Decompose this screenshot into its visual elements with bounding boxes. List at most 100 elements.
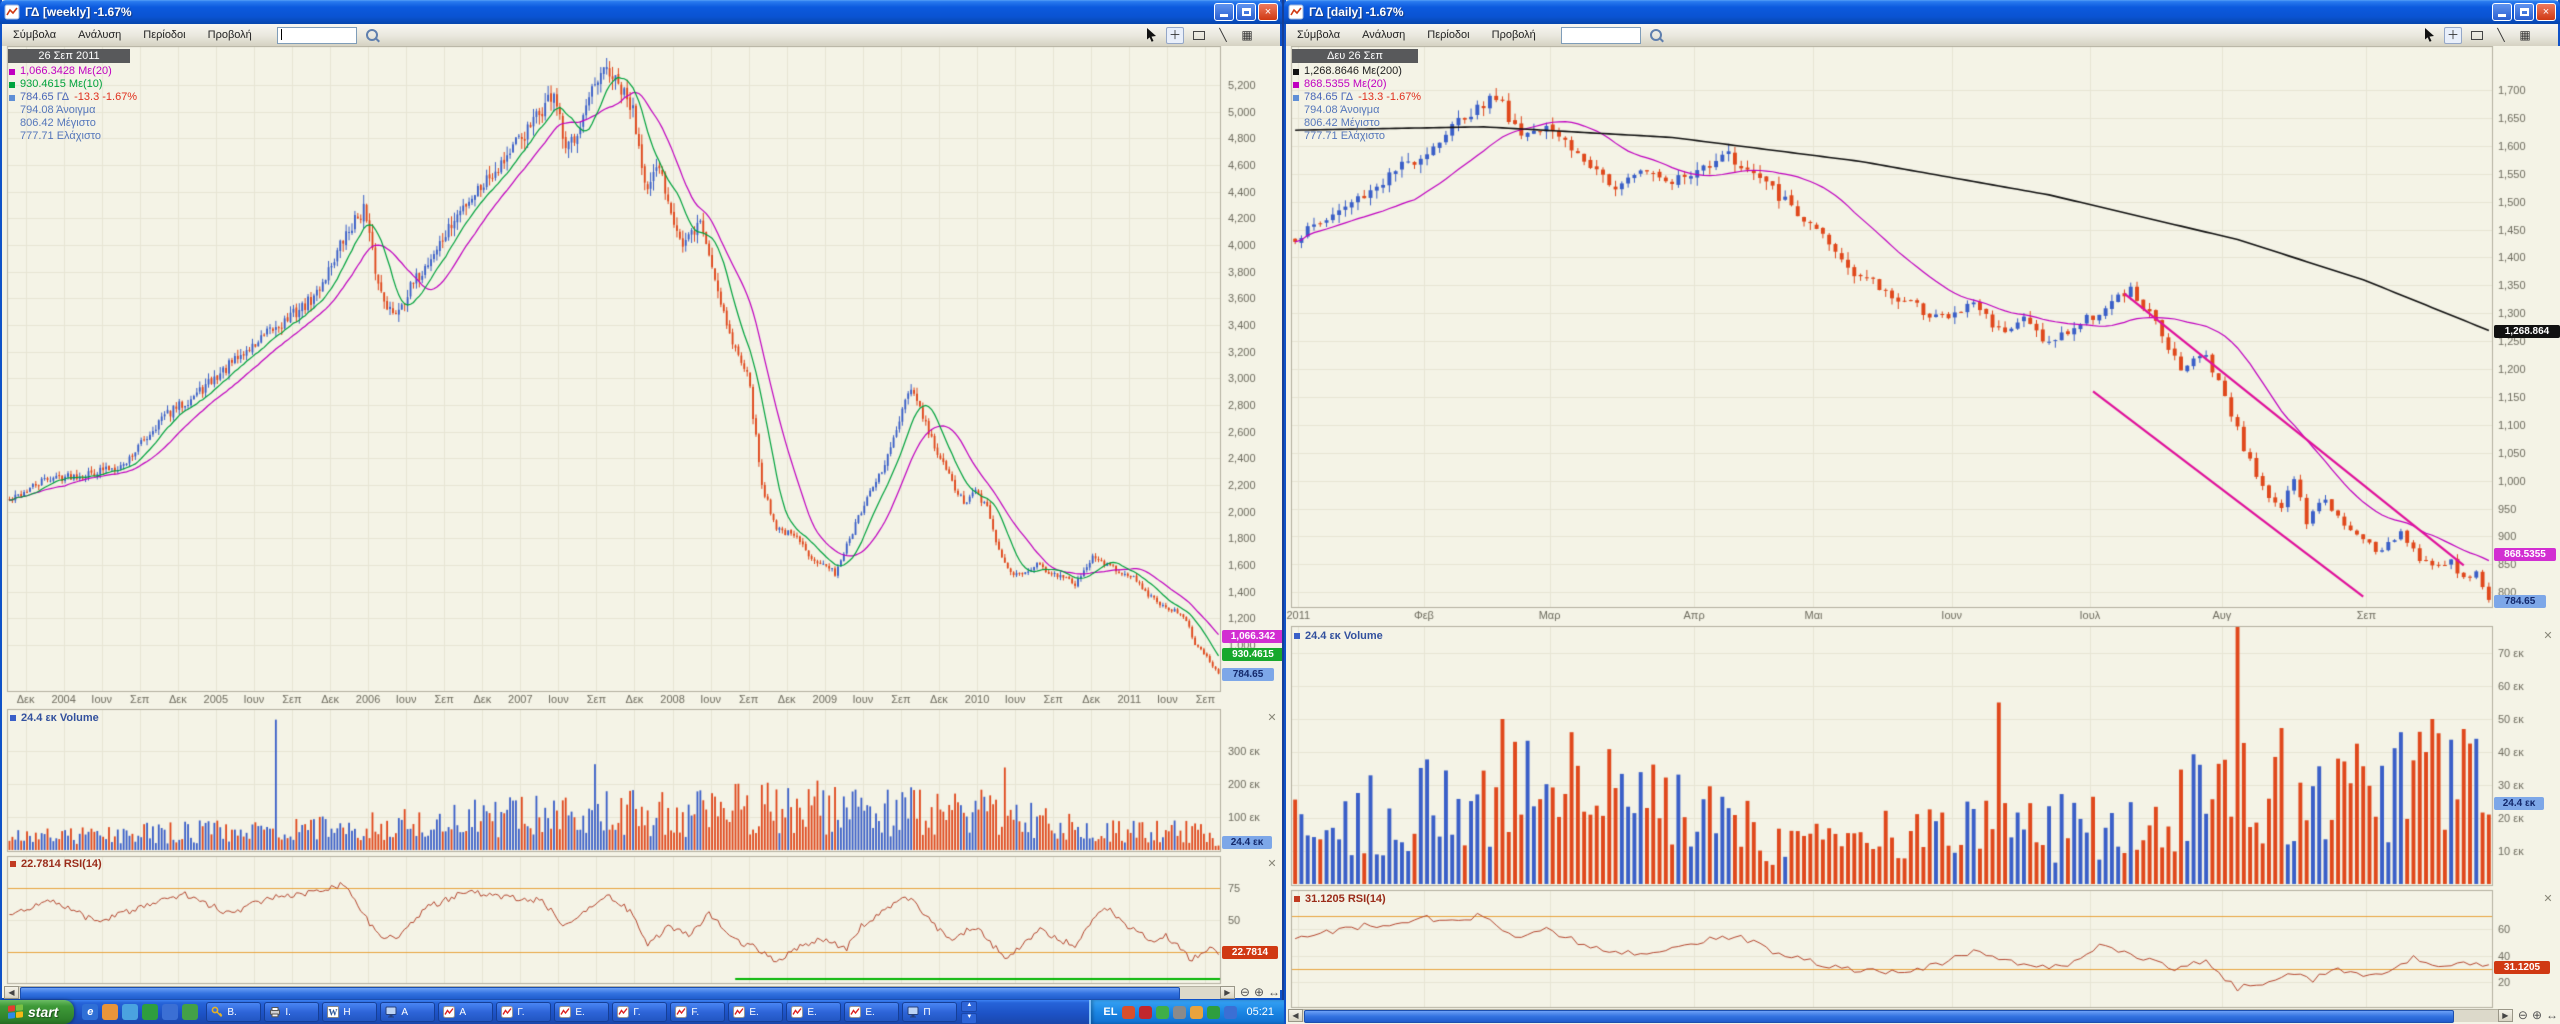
axis-box-rsi: 22.7814: [1222, 946, 1278, 959]
start-button[interactable]: start: [0, 1000, 74, 1024]
monitor-icon: [385, 1006, 397, 1018]
menu-Ανάλυση[interactable]: Ανάλυση: [1351, 29, 1416, 41]
grid-tool-icon[interactable]: ▦: [2516, 27, 2534, 44]
menu-Περίοδοι[interactable]: Περίοδοι: [1416, 29, 1480, 41]
zoom-out-button[interactable]: ⊖: [2518, 1009, 2528, 1022]
pointer-tool-icon[interactable]: [1142, 27, 1160, 44]
taskbar-button-label: B.: [227, 1007, 236, 1018]
internet-explorer-icon[interactable]: e: [82, 1004, 98, 1020]
daily-chart-canvas[interactable]: [1286, 46, 2560, 1024]
trendline-tool-icon[interactable]: ╲: [1214, 27, 1232, 44]
fit-width-button[interactable]: ↔: [1268, 986, 1280, 999]
scroll-left-button[interactable]: ◀: [4, 986, 19, 999]
menu-Σύμβολα[interactable]: Σύμβολα: [2, 29, 67, 41]
grid-tool-icon[interactable]: ▦: [1238, 27, 1256, 44]
tray-icon-6[interactable]: [1207, 1006, 1220, 1019]
app-chart-icon: [1288, 4, 1304, 20]
maximize-button[interactable]: [1236, 3, 1256, 21]
tray-icon-3[interactable]: [1156, 1006, 1169, 1019]
folder-icon[interactable]: [182, 1004, 198, 1020]
fit-width-button[interactable]: ↔: [2546, 1009, 2558, 1022]
horizontal-scrollbar[interactable]: [1303, 1009, 2498, 1022]
scroll-up-icon[interactable]: ▲: [961, 1001, 977, 1012]
search-icon[interactable]: [1647, 27, 1665, 44]
titlebar-daily[interactable]: ΓΔ [daily] -1.67% ×: [1284, 0, 2560, 24]
zoom-in-button[interactable]: ⊕: [2532, 1009, 2542, 1022]
taskbar-button-B.[interactable]: B.: [206, 1002, 261, 1022]
taskbar-button-Γ.[interactable]: Γ.: [496, 1002, 551, 1022]
taskbar-button-I.[interactable]: I.: [264, 1002, 319, 1022]
pointer-tool-icon[interactable]: [2420, 27, 2438, 44]
printer-icon: [269, 1006, 281, 1018]
clock-app-icon[interactable]: [102, 1004, 118, 1020]
taskbar-button-Ε.[interactable]: Ε.: [786, 1002, 841, 1022]
window-title: ΓΔ [weekly] -1.67%: [25, 5, 132, 19]
search-icon[interactable]: [363, 27, 381, 44]
tray-icon-5[interactable]: [1190, 1006, 1203, 1019]
rsi-pane-close-icon[interactable]: ✕: [2542, 893, 2554, 905]
volume-pane-close-icon[interactable]: ✕: [1266, 712, 1278, 724]
tray-icon-1[interactable]: [1122, 1006, 1135, 1019]
tray-icon-2[interactable]: [1139, 1006, 1152, 1019]
taskbar-button-Α[interactable]: Α: [438, 1002, 493, 1022]
minimize-button[interactable]: [2492, 3, 2512, 21]
taskbar-button-A[interactable]: A: [380, 1002, 435, 1022]
taskbar-button-label: H: [343, 1007, 350, 1018]
trendline-tool-icon[interactable]: ╲: [2492, 27, 2510, 44]
rsi-pane-close-icon[interactable]: ✕: [1266, 858, 1278, 870]
symbol-search-input[interactable]: [277, 27, 357, 44]
taskbar-button-Ε.[interactable]: Ε.: [554, 1002, 609, 1022]
volume-pane-close-icon[interactable]: ✕: [2542, 630, 2554, 642]
legend-open: 794.08 Άνοιγμα: [1304, 104, 1380, 117]
messenger-icon[interactable]: [122, 1004, 138, 1020]
taskbar-button-label: Γ.: [517, 1007, 524, 1018]
menu-Σύμβολα[interactable]: Σύμβολα: [1286, 29, 1351, 41]
axis-box-last-price: 784.65: [2494, 595, 2546, 608]
scroll-down-icon[interactable]: ▼: [961, 1013, 977, 1024]
horizontal-scrollbar[interactable]: [19, 986, 1220, 999]
taskbar-button-Ε.[interactable]: Ε.: [728, 1002, 783, 1022]
chart-icon: [733, 1006, 745, 1018]
taskbar-button-Ε.[interactable]: Ε.: [844, 1002, 899, 1022]
zoom-out-button[interactable]: ⊖: [1240, 986, 1250, 999]
window-weekly: ΓΔ [weekly] -1.67% × ΣύμβολαΑνάλυσηΠερίο…: [0, 0, 1282, 1000]
scroll-right-button[interactable]: ▶: [2498, 1009, 2513, 1022]
chart-legend-weekly: 1,066.3428 Με(20) 930.4615 Με(10) 784.65…: [8, 65, 137, 143]
chart-icon: [501, 1006, 513, 1018]
menu-Ανάλυση[interactable]: Ανάλυση: [67, 29, 132, 41]
close-button[interactable]: ×: [2536, 3, 2556, 21]
sync-icon[interactable]: [142, 1004, 158, 1020]
explorer-icon[interactable]: [162, 1004, 178, 1020]
system-tray: EL 05:21: [1089, 1000, 1284, 1024]
language-indicator[interactable]: EL: [1103, 1006, 1117, 1018]
menu-Περίοδοι[interactable]: Περίοδοι: [132, 29, 196, 41]
maximize-button[interactable]: [2514, 3, 2534, 21]
minimize-button[interactable]: [1214, 3, 1234, 21]
chart-icon: [559, 1006, 571, 1018]
scroll-right-button[interactable]: ▶: [1220, 986, 1235, 999]
close-button[interactable]: ×: [1258, 3, 1278, 21]
zoom-in-button[interactable]: ⊕: [1254, 986, 1264, 999]
symbol-search-input[interactable]: [1561, 27, 1641, 44]
crosshair-tool-icon[interactable]: ＋: [2444, 27, 2462, 44]
weekly-chart-canvas[interactable]: [2, 46, 1284, 990]
ma10-swatch: [9, 82, 15, 88]
taskbar-button-label: I.: [285, 1007, 291, 1018]
titlebar-weekly[interactable]: ΓΔ [weekly] -1.67% ×: [0, 0, 1282, 24]
tray-icon-4[interactable]: [1173, 1006, 1186, 1019]
menu-Προβολή[interactable]: Προβολή: [197, 29, 263, 41]
rectangle-tool-icon[interactable]: [2468, 27, 2486, 44]
scroll-left-button[interactable]: ◀: [1288, 1009, 1303, 1022]
tray-icon-7[interactable]: [1224, 1006, 1237, 1019]
taskbar-button-F.[interactable]: F.: [670, 1002, 725, 1022]
taskbar-button-Γ.[interactable]: Γ.: [612, 1002, 667, 1022]
crosshair-tool-icon[interactable]: ＋: [1166, 27, 1184, 44]
menu-Προβολή[interactable]: Προβολή: [1481, 29, 1547, 41]
volume-pane-label: 24.4 εκ Volume: [1293, 630, 1383, 642]
taskbar-button-label: Π: [923, 1007, 930, 1018]
menubar-weekly: ΣύμβολαΑνάλυσηΠερίοδοιΠροβολή: [2, 24, 1280, 47]
axis-box-ma20: 868.5355: [2494, 548, 2556, 561]
taskbar-button-H[interactable]: WH: [322, 1002, 377, 1022]
taskbar-button-Π[interactable]: Π: [902, 1002, 957, 1022]
rectangle-tool-icon[interactable]: [1190, 27, 1208, 44]
